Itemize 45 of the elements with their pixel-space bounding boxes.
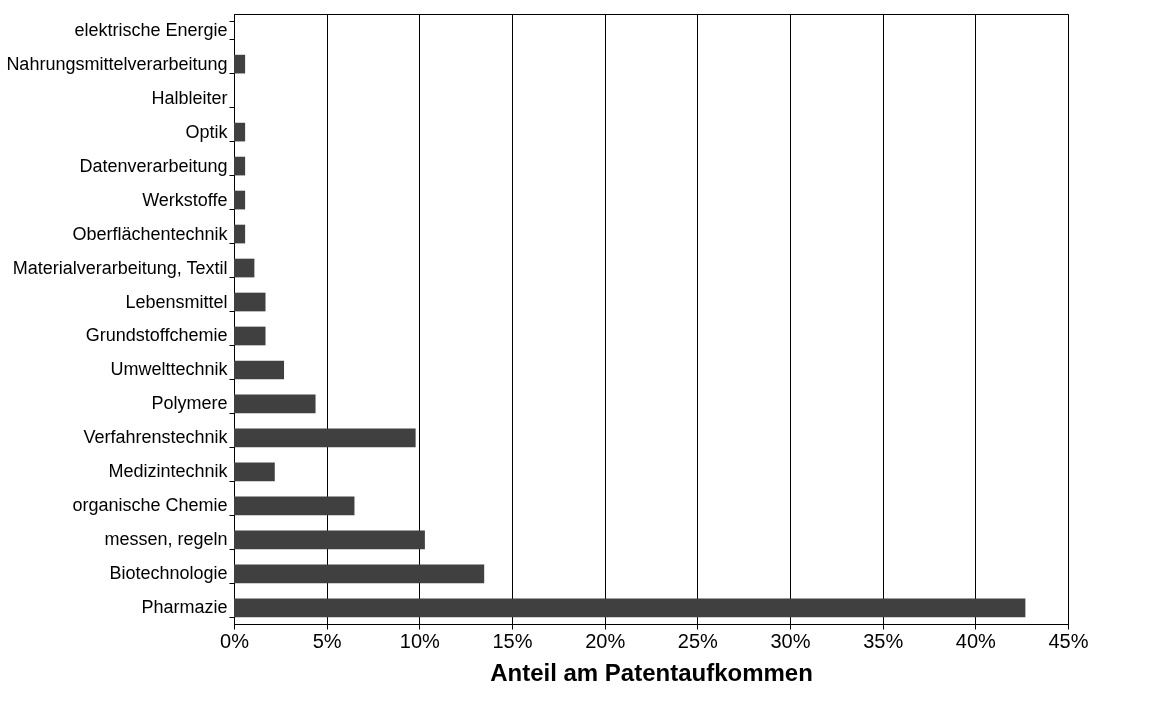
bar — [234, 564, 485, 584]
y-tick-label: Lebensmittel — [125, 291, 228, 312]
x-tick-label: 35% — [863, 629, 904, 652]
x-axis-title: Anteil am Patentaufkommen — [490, 658, 813, 686]
bar — [234, 258, 255, 278]
y-tick-label: Nahrungsmittelverarbeitung — [6, 53, 228, 74]
y-tick-label: Oberflächentechnik — [72, 223, 229, 244]
bar — [234, 598, 1026, 618]
y-tick-label: organische Chemie — [72, 495, 228, 516]
y-tick-label: Umwelttechnik — [110, 359, 229, 380]
x-tick-label: 0% — [220, 629, 250, 652]
bar — [234, 462, 275, 482]
y-tick-label: Optik — [185, 121, 229, 142]
bar — [234, 224, 246, 244]
bar — [234, 122, 246, 142]
y-tick-label: Werkstoffe — [142, 189, 228, 210]
bar — [234, 428, 416, 448]
bar — [234, 156, 246, 176]
x-tick-label: 25% — [677, 629, 719, 652]
y-tick-label: Biotechnologie — [109, 563, 228, 584]
bar — [234, 54, 246, 74]
y-tick-label: Medizintechnik — [108, 461, 229, 482]
bar — [234, 496, 355, 516]
x-tick-label: 40% — [955, 629, 997, 652]
bar — [234, 190, 246, 210]
bar — [234, 326, 266, 346]
y-tick-label: Halbleiter — [151, 87, 228, 108]
bar — [234, 394, 316, 414]
y-tick-label: Verfahrenstechnik — [83, 427, 229, 448]
x-tick-label: 30% — [770, 629, 811, 652]
x-tick-label: 20% — [585, 629, 626, 652]
y-tick-label: Polymere — [151, 393, 228, 414]
bar — [234, 292, 266, 312]
x-tick-label: 45% — [1048, 629, 1089, 652]
y-tick-label: Datenverarbeitung — [79, 155, 228, 176]
x-tick-label: 5% — [312, 629, 342, 652]
y-tick-label: Pharmazie — [141, 597, 228, 618]
y-tick-label: Materialverarbeitung, Textil — [12, 257, 228, 278]
bar — [234, 360, 285, 380]
bar — [234, 530, 425, 550]
x-tick-label: 10% — [399, 629, 441, 652]
y-tick-label: messen, regeln — [104, 529, 228, 550]
y-tick-label: Grundstoffchemie — [85, 325, 228, 346]
y-tick-label: elektrische Energie — [74, 19, 228, 40]
x-tick-label: 15% — [492, 629, 533, 652]
